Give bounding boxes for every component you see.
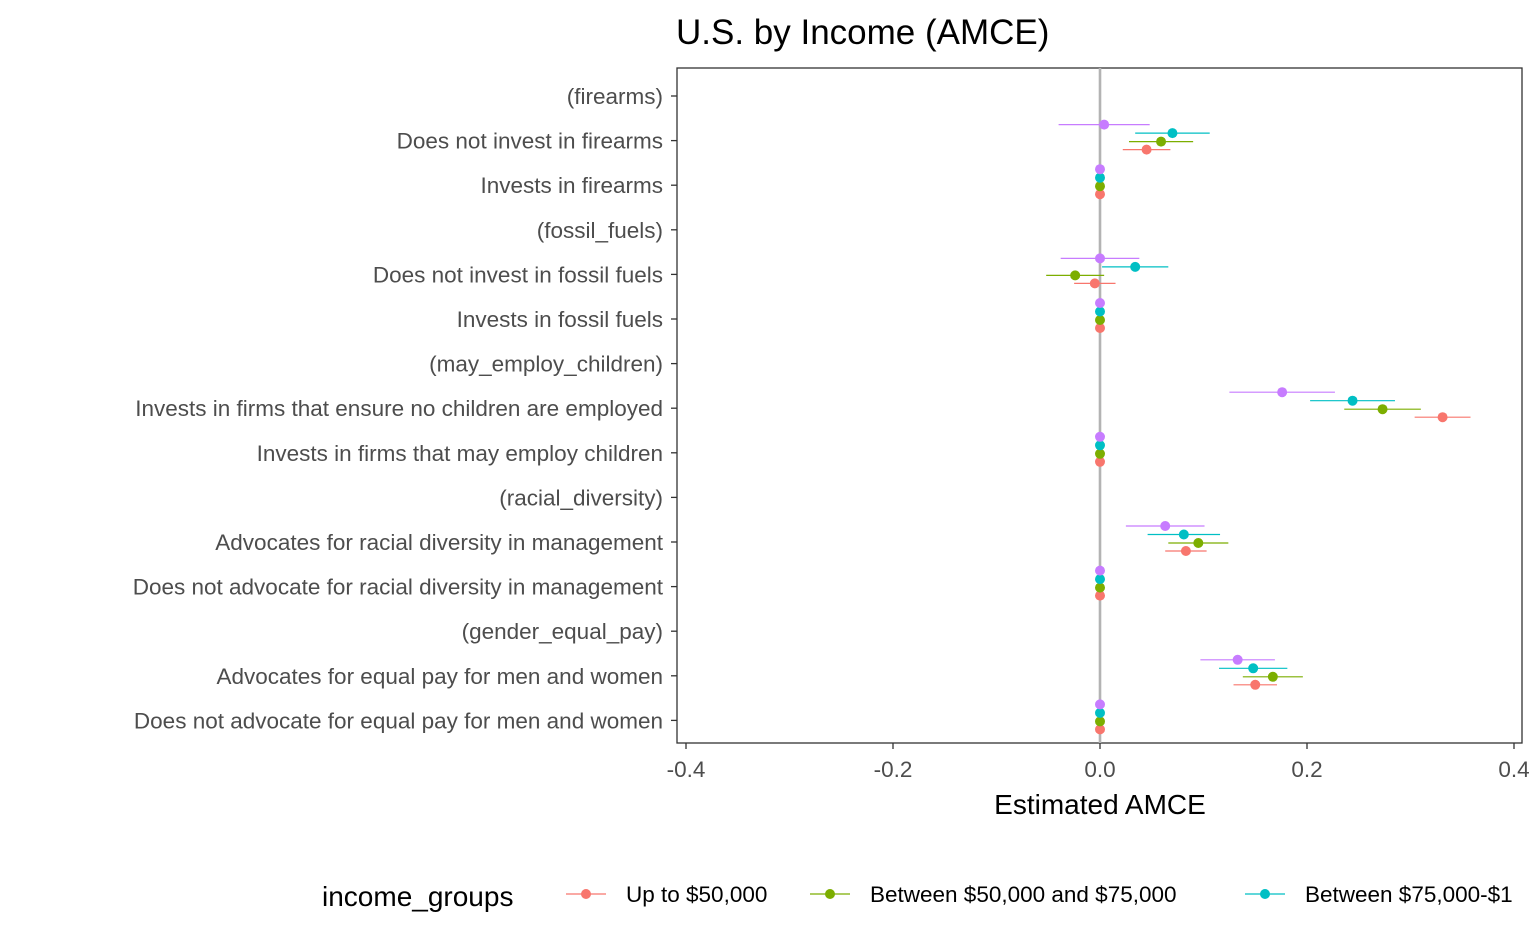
x-tick-label: 0.0	[1084, 757, 1115, 782]
data-point	[1160, 521, 1171, 531]
legend-title: income_groups	[322, 881, 513, 912]
data-point	[1167, 128, 1178, 139]
data-point	[1267, 671, 1278, 682]
y-tick-label: Advocates for racial diversity in manage…	[215, 530, 663, 555]
data-point	[1095, 590, 1105, 601]
data-point	[1248, 663, 1259, 674]
legend-key-point	[825, 889, 835, 899]
y-tick-label: Advocates for equal pay for men and wome…	[216, 664, 663, 689]
data-point	[1180, 546, 1191, 556]
y-tick-label: Invests in fossil fuels	[457, 307, 663, 332]
data-point	[1095, 448, 1105, 459]
legend-key: Up to $50,000	[566, 882, 767, 907]
y-tick-label: (racial_diversity)	[499, 485, 663, 510]
data-point	[1193, 538, 1204, 548]
data-point	[1095, 315, 1105, 325]
data-point	[1089, 278, 1100, 289]
legend-key: Between $50,000 and $75,000	[810, 882, 1177, 907]
legend: income_groups Up to $50,000 Between $50,0…	[322, 881, 1513, 912]
data-point	[1095, 440, 1105, 451]
data-point	[1095, 724, 1105, 735]
x-tick-label: -0.2	[874, 757, 913, 782]
data-point	[1178, 529, 1189, 540]
y-tick-label: Invests in firms that ensure no children…	[135, 396, 663, 421]
data-point	[1277, 387, 1288, 398]
data-point	[1437, 412, 1448, 423]
data-point	[1347, 395, 1358, 406]
data-point	[1095, 164, 1105, 175]
y-tick-label: (gender_equal_pay)	[462, 619, 663, 644]
legend-key-point	[581, 889, 591, 899]
data-point	[1095, 189, 1105, 200]
y-tick-label: Does not invest in fossil fuels	[373, 262, 663, 287]
data-point	[1095, 574, 1105, 585]
chart-title: U.S. by Income (AMCE)	[676, 13, 1049, 52]
data-point	[1095, 172, 1105, 183]
legend-key-point	[1260, 889, 1270, 899]
series-2	[1046, 136, 1421, 727]
legend-label: Between $75,000-$1	[1305, 882, 1513, 907]
y-tick-label: Does not advocate for racial diversity i…	[133, 575, 664, 600]
data-point	[1099, 119, 1110, 130]
y-tick-label: (may_employ_children)	[429, 352, 663, 377]
data-point	[1095, 306, 1105, 317]
legend-key: Between $75,000-$1	[1245, 882, 1513, 907]
y-tick-label: Does not invest in firearms	[397, 129, 663, 154]
legend-label: Between $50,000 and $75,000	[870, 882, 1177, 907]
data-point	[1095, 431, 1105, 442]
y-axis: (firearms) Does not invest in firearms Inv…	[133, 84, 677, 733]
data-point	[1070, 270, 1081, 281]
x-tick-label: -0.4	[667, 757, 706, 782]
data-point	[1377, 404, 1388, 415]
data-point	[1095, 253, 1105, 264]
x-tick-label: 0.4	[1498, 757, 1529, 782]
data-point	[1095, 323, 1105, 333]
y-tick-label: (firearms)	[567, 84, 663, 109]
data-point	[1095, 707, 1105, 718]
x-axis: -0.4 -0.2 0.0 0.2 0.4	[667, 743, 1530, 782]
series-4	[1058, 119, 1335, 710]
data-point	[1095, 565, 1105, 576]
data-point	[1250, 679, 1261, 690]
y-tick-label: Invests in firearms	[480, 173, 663, 198]
y-tick-label: Invests in firms that may employ childre…	[257, 441, 663, 466]
y-tick-label: Does not advocate for equal pay for men …	[134, 708, 663, 733]
data-point	[1095, 582, 1105, 593]
y-tick-label: (fossil_fuels)	[537, 218, 663, 243]
series-3	[1095, 128, 1395, 718]
data-point	[1095, 699, 1105, 710]
data-point	[1232, 654, 1243, 665]
series-layer	[1046, 119, 1471, 735]
data-point	[1130, 261, 1141, 272]
data-point	[1095, 181, 1105, 192]
data-point	[1156, 136, 1167, 147]
x-axis-title: Estimated AMCE	[994, 789, 1206, 820]
data-point	[1095, 298, 1105, 308]
data-point	[1095, 716, 1105, 727]
data-point	[1141, 144, 1152, 155]
data-point	[1095, 456, 1105, 467]
legend-label: Up to $50,000	[626, 882, 767, 907]
x-tick-label: 0.2	[1291, 757, 1322, 782]
series-1	[1074, 144, 1471, 735]
